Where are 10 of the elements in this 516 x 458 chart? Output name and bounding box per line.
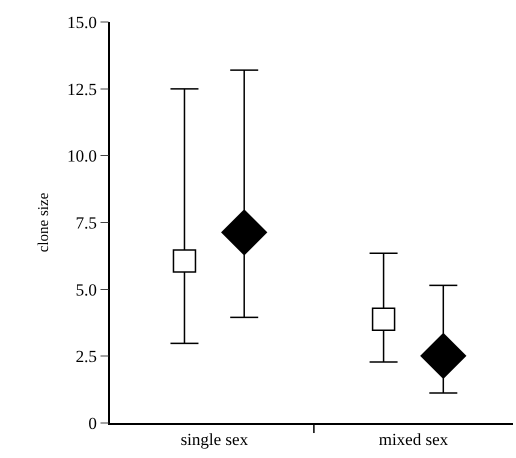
x-tick-label: mixed sex [378,430,449,450]
y-tick-label: 0 [88,414,97,433]
y-tick-label: 7.5 [76,213,97,232]
y-tick-label: 12.5 [67,80,97,99]
y-tick-label: 5.0 [76,280,97,300]
x-tick-label: single sex [180,430,249,450]
y-tick-label: 10.0 [67,146,97,166]
y-tick-label: 15.0 [67,12,97,32]
y-tick-label: 2.5 [76,347,97,366]
y-axis-title: clone size [36,192,52,252]
